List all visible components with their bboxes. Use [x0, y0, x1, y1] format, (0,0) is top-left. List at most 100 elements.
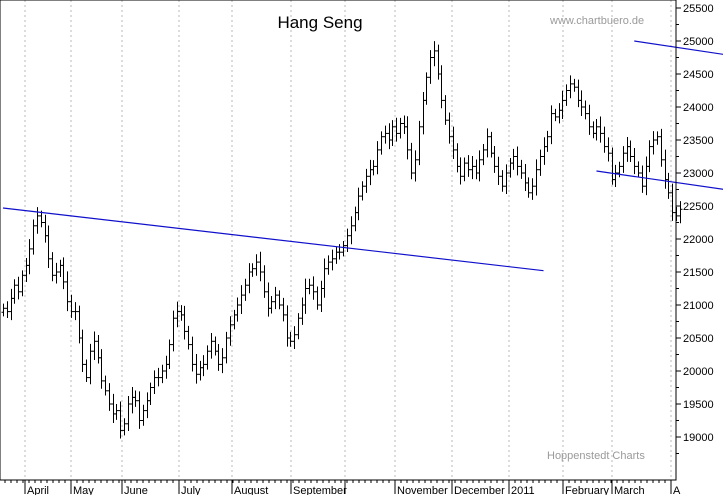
ohlc-bar — [137, 391, 142, 429]
grid-lines — [24, 0, 672, 480]
ohlc-bar — [651, 131, 656, 155]
ohlc-bar — [458, 157, 463, 185]
ohlc-bar — [628, 140, 633, 162]
ohlc-bar — [659, 128, 664, 167]
ohlc-bar — [160, 364, 165, 384]
ohlc-bar — [564, 84, 569, 106]
ohlc-bar — [27, 239, 32, 275]
ohlc-bar — [73, 302, 78, 321]
ohlc-bar — [511, 148, 516, 170]
ohlc-bar — [1, 303, 6, 317]
ohlc-bar — [254, 254, 259, 276]
ohlc-bar — [5, 301, 10, 318]
ohlc-bar — [496, 156, 501, 186]
ohlc-bar — [598, 116, 603, 143]
ohlc-bar — [273, 286, 278, 310]
ohlc-bar — [549, 105, 554, 145]
ohlc-bar — [602, 126, 607, 153]
ohlc-bar — [413, 150, 418, 182]
ohlc-bar — [606, 137, 611, 162]
ohlc-bar — [447, 112, 452, 144]
ohlc-bar — [390, 120, 395, 146]
ohlc-bar — [538, 149, 543, 176]
ohlc-bar — [583, 100, 588, 120]
ohlc-bar — [553, 108, 558, 122]
x-tick-label: December — [454, 485, 505, 495]
ohlc-bar — [417, 120, 422, 166]
ohlc-bar — [201, 355, 206, 377]
ohlc-bar — [292, 326, 297, 349]
ohlc-bar — [12, 279, 17, 304]
ohlc-bar — [424, 72, 429, 105]
ohlc-bar — [186, 325, 191, 350]
y-tick-label: 22500 — [683, 201, 714, 213]
ohlc-bar — [375, 141, 380, 175]
ohlc-bar — [114, 404, 119, 420]
ohlc-bar — [296, 313, 301, 340]
ohlc-bar — [560, 90, 565, 119]
ohlc-bar — [462, 157, 467, 182]
ohlc-bar — [209, 333, 214, 359]
x-axis: April May June July August September November D… — [4, 480, 681, 497]
ohlc-bar — [326, 255, 331, 275]
ohlc-bar — [50, 252, 55, 282]
ohlc-bar — [632, 147, 637, 175]
ohlc-bar — [579, 90, 584, 116]
ohlc-bar — [118, 401, 123, 439]
ohlc-bar — [466, 155, 471, 177]
ohlc-bar — [409, 142, 414, 180]
ohlc-bar — [288, 331, 293, 347]
ohlc-bar — [152, 370, 157, 395]
ohlc-bar — [224, 331, 229, 364]
ohlc-bar — [379, 131, 384, 155]
ohlc-bar — [621, 146, 626, 173]
ohlc-bar — [80, 329, 85, 372]
ohlc-bar — [647, 140, 652, 173]
ohlc-bar — [61, 257, 66, 290]
ohlc-bar — [307, 278, 312, 295]
ohlc-bar — [526, 177, 531, 198]
ohlc-bar — [141, 404, 146, 426]
ohlc-bar — [46, 225, 51, 268]
ohlc-bar — [613, 164, 618, 187]
ohlc-bar — [235, 297, 240, 322]
ohlc-bar — [39, 210, 44, 228]
ohlc-bar — [194, 354, 199, 384]
ohlc-bar — [504, 164, 509, 194]
ohlc-bar — [349, 216, 354, 245]
ohlc-bar — [394, 117, 399, 142]
ohlc-bar — [330, 249, 335, 271]
ohlc-bar — [587, 104, 592, 135]
ohlc-bar — [383, 125, 388, 144]
ohlc-bar — [205, 345, 210, 370]
y-tick-label: 23500 — [683, 135, 714, 147]
ohlc-bar — [356, 187, 361, 221]
ohlc-bar — [54, 262, 59, 284]
ohlc-bar — [92, 331, 97, 360]
y-axis: 19000 19500 20000 20500 21000 21500 22000 22500… — [676, 3, 714, 454]
ohlc-bar — [568, 75, 573, 99]
x-tick-label: March — [614, 485, 645, 495]
ohlc-bar — [530, 178, 535, 200]
ohlc-bar — [364, 168, 369, 193]
ohlc-bar — [303, 278, 308, 314]
ohlc-bar — [126, 396, 131, 431]
ohlc-bar — [133, 390, 138, 407]
y-tick-label: 25000 — [683, 36, 714, 48]
x-tick-label: A — [673, 485, 681, 495]
ohlc-bar — [492, 145, 497, 173]
y-tick-label: 22000 — [683, 234, 714, 246]
ohlc-bar — [670, 183, 675, 221]
ohlc-bar — [485, 128, 490, 158]
x-tick-label: June — [124, 485, 148, 495]
plot-frame — [0, 0, 677, 481]
ohlc-bar — [216, 344, 221, 371]
ohlc-bar — [432, 41, 437, 67]
y-tick-label: 19000 — [683, 432, 714, 444]
ohlc-bar — [262, 265, 267, 298]
x-tick-label: September — [293, 485, 347, 495]
ohlc-bar — [269, 295, 274, 314]
x-tick-label: August — [234, 485, 268, 495]
ohlc-bar — [281, 297, 286, 322]
ohlc-bar — [519, 159, 524, 179]
